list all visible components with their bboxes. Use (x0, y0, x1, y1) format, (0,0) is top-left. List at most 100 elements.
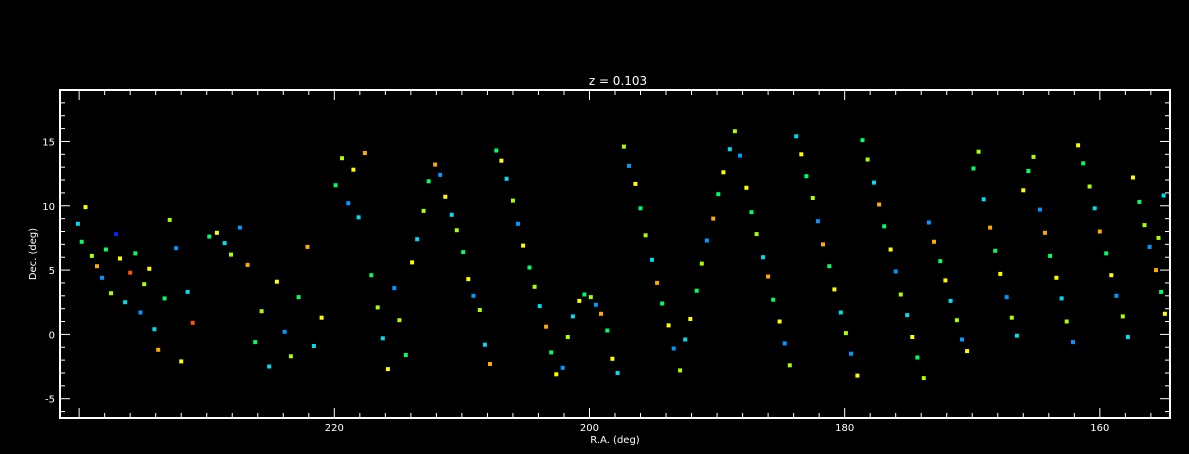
data-point (971, 166, 976, 171)
data-point (699, 261, 704, 266)
data-point (138, 310, 143, 315)
data-point (521, 243, 526, 248)
data-point (385, 367, 390, 372)
data-point (167, 217, 172, 222)
data-point (100, 275, 105, 280)
data-point (838, 310, 843, 315)
data-point (426, 179, 431, 184)
data-point (749, 210, 754, 215)
data-point (1054, 275, 1059, 280)
data-point (415, 237, 420, 242)
data-point (147, 266, 152, 271)
y-axis-ticks: -5 0 5 10 15 (42, 102, 1170, 413)
data-point (274, 279, 279, 284)
data-point (1162, 311, 1167, 316)
data-point (877, 202, 882, 207)
data-point (156, 347, 161, 352)
data-point (560, 365, 565, 370)
data-point (333, 183, 338, 188)
data-point (888, 247, 893, 252)
data-point (392, 286, 397, 291)
data-point (638, 206, 643, 211)
data-point (1147, 244, 1152, 249)
x-tick-label: 200 (580, 423, 599, 434)
data-point (1137, 199, 1142, 204)
data-point (938, 259, 943, 264)
data-point (443, 194, 448, 199)
data-point (510, 198, 515, 203)
data-point (872, 180, 876, 185)
y-tick-label: 15 (42, 137, 55, 148)
data-point (744, 185, 749, 190)
data-point (527, 265, 532, 270)
data-point (554, 372, 559, 377)
data-point (948, 298, 953, 303)
data-point (621, 144, 626, 149)
data-point (504, 176, 509, 181)
data-point (627, 163, 631, 168)
data-point (694, 288, 699, 293)
data-point (832, 287, 837, 292)
data-point (1064, 319, 1069, 324)
data-point (799, 152, 804, 157)
data-point (954, 318, 959, 323)
data-point (910, 335, 915, 339)
data-point (109, 291, 113, 296)
data-point (1026, 169, 1031, 173)
data-point (403, 353, 408, 357)
data-point (1104, 251, 1109, 256)
data-point (410, 260, 415, 265)
data-point (976, 149, 981, 154)
data-point (477, 308, 482, 312)
data-point (375, 305, 380, 310)
data-point (704, 238, 709, 243)
data-point (787, 363, 792, 368)
data-point (965, 349, 970, 354)
data-point (259, 309, 264, 314)
data-point (1154, 268, 1158, 273)
data-point (114, 232, 119, 237)
data-point (267, 364, 272, 369)
data-point (103, 247, 108, 252)
data-point (482, 342, 487, 347)
data-point (660, 301, 665, 306)
x-axis-label: R.A. (deg) (590, 435, 640, 446)
data-point (716, 192, 721, 197)
x-tick-label: 160 (1090, 423, 1109, 434)
data-point (1021, 188, 1026, 193)
data-point (815, 219, 820, 224)
data-point (229, 252, 233, 257)
data-point (1097, 229, 1102, 234)
data-point (162, 296, 167, 301)
data-point (288, 354, 293, 359)
data-point (821, 242, 825, 247)
data-point (843, 331, 848, 336)
data-point (1031, 154, 1036, 159)
y-axis-label: Dec. (deg) (28, 228, 39, 280)
data-point (1161, 193, 1166, 198)
data-points (75, 129, 1167, 381)
data-point (222, 241, 227, 246)
data-point (380, 336, 385, 341)
data-point (865, 157, 870, 162)
data-point (494, 148, 499, 153)
data-point (1009, 315, 1014, 320)
data-point (488, 362, 492, 366)
x-tick-label: 180 (835, 423, 854, 434)
data-point (577, 298, 582, 303)
data-point (346, 201, 351, 206)
x-tick-label: 220 (325, 423, 344, 434)
data-point (340, 156, 344, 161)
data-point (1087, 184, 1092, 189)
data-point (761, 255, 765, 260)
data-point (610, 356, 615, 361)
data-point (190, 320, 195, 325)
data-point (570, 314, 575, 319)
data-point (898, 292, 903, 297)
data-point (1109, 273, 1114, 278)
data-point (438, 172, 443, 177)
data-point (142, 282, 147, 287)
data-point (777, 319, 782, 324)
data-point (1159, 289, 1164, 294)
data-point (655, 280, 660, 285)
